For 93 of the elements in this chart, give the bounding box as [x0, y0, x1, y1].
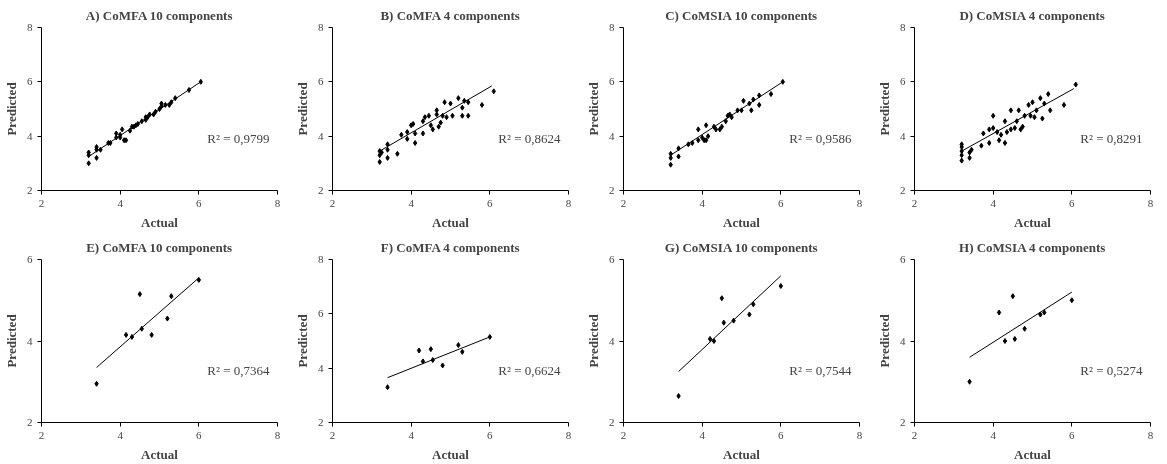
x-tick-label: 6 [487, 428, 494, 441]
chart-title: H) CoMSIA 4 components [959, 239, 1106, 255]
annotation: R² = 0,9799 [207, 131, 270, 147]
chart-title: A) CoMFA 10 components [85, 7, 233, 23]
x-tick-label: 4 [699, 196, 706, 209]
y-tick-label: 6 [27, 75, 33, 88]
chart-title: F) CoMFA 4 components [380, 239, 520, 255]
x-tick-label: 8 [565, 196, 572, 209]
y-axis-title: Predicted [4, 81, 19, 136]
x-tick-label: 4 [990, 196, 997, 209]
annotation: R² = 0,7544 [789, 363, 852, 379]
x-tick-label: 2 [620, 428, 627, 441]
annotation: R² = 0,7364 [207, 363, 270, 379]
y-axis-title: Predicted [4, 313, 19, 368]
y-axis-title: Predicted [295, 313, 310, 368]
y-axis-title: Predicted [586, 81, 601, 136]
x-tick-label: 4 [699, 428, 706, 441]
chart-title: G) CoMSIA 10 components [664, 239, 818, 255]
annotation: R² = 0,6624 [498, 363, 561, 379]
x-tick-label: 6 [196, 196, 203, 209]
y-tick-label: 4 [900, 334, 906, 347]
x-tick-label: 6 [778, 428, 785, 441]
y-tick-label: 4 [318, 361, 324, 374]
x-tick-label: 8 [856, 428, 863, 441]
y-tick-label: 6 [318, 307, 324, 320]
y-tick-label: 8 [900, 21, 906, 33]
y-tick-label: 4 [609, 129, 615, 142]
y-tick-label: 8 [318, 253, 324, 265]
y-tick-label: 2 [900, 416, 906, 428]
x-axis-title: Actual [141, 446, 179, 462]
x-tick-label: 6 [196, 428, 203, 441]
x-tick-label: 4 [990, 428, 997, 441]
y-tick-label: 4 [27, 129, 33, 142]
y-tick-label: 4 [27, 334, 33, 347]
y-tick-label: 6 [609, 253, 615, 265]
y-tick-label: 2 [900, 184, 906, 196]
x-tick-label: 2 [329, 196, 336, 209]
x-tick-label: 4 [117, 428, 124, 441]
y-axis-title: Predicted [877, 313, 892, 368]
x-axis-title: Actual [1014, 214, 1052, 230]
y-axis-title: Predicted [586, 313, 601, 368]
y-tick-label: 6 [900, 75, 906, 88]
x-tick-label: 8 [856, 196, 863, 209]
annotation: R² = 0,5274 [1080, 363, 1143, 379]
y-tick-label: 8 [27, 21, 33, 33]
y-tick-label: 2 [609, 184, 615, 196]
y-tick-label: 8 [609, 21, 615, 33]
y-tick-label: 4 [318, 129, 324, 142]
y-tick-label: 6 [318, 75, 324, 88]
y-tick-label: 6 [609, 75, 615, 88]
x-tick-label: 8 [565, 428, 572, 441]
y-tick-label: 2 [609, 416, 615, 428]
y-tick-label: 2 [318, 184, 324, 196]
x-axis-title: Actual [141, 214, 179, 230]
x-axis-title: Actual [723, 214, 761, 230]
x-axis-title: Actual [432, 214, 470, 230]
y-axis-title: Predicted [295, 81, 310, 136]
y-tick-label: 2 [27, 416, 33, 428]
x-tick-label: 2 [911, 428, 918, 441]
x-tick-label: 6 [778, 196, 785, 209]
y-tick-label: 4 [900, 129, 906, 142]
x-tick-label: 8 [274, 428, 281, 441]
x-tick-label: 4 [117, 196, 124, 209]
x-tick-label: 4 [408, 428, 415, 441]
x-axis-title: Actual [1014, 446, 1052, 462]
x-axis-title: Actual [723, 446, 761, 462]
y-tick-label: 2 [27, 184, 33, 196]
annotation: R² = 0,8624 [498, 131, 561, 147]
annotation: R² = 0,9586 [789, 131, 852, 147]
y-tick-label: 2 [318, 416, 324, 428]
x-axis-title: Actual [432, 446, 470, 462]
x-tick-label: 2 [38, 428, 45, 441]
x-tick-label: 2 [911, 196, 918, 209]
chart-title: D) CoMSIA 4 components [959, 7, 1105, 23]
y-tick-label: 6 [900, 253, 906, 265]
y-tick-label: 4 [609, 334, 615, 347]
x-tick-label: 8 [1147, 428, 1154, 441]
y-tick-label: 6 [27, 253, 33, 265]
x-tick-label: 2 [38, 196, 45, 209]
x-tick-label: 2 [329, 428, 336, 441]
x-tick-label: 6 [487, 196, 494, 209]
x-tick-label: 4 [408, 196, 415, 209]
annotation: R² = 0,8291 [1080, 131, 1143, 147]
y-tick-label: 8 [318, 21, 324, 33]
y-axis-title: Predicted [877, 81, 892, 136]
x-tick-label: 6 [1069, 196, 1076, 209]
x-tick-label: 8 [274, 196, 281, 209]
chart-title: E) CoMFA 10 components [86, 239, 233, 255]
x-tick-label: 8 [1147, 196, 1154, 209]
x-tick-label: 2 [620, 196, 627, 209]
chart-title: C) CoMSIA 10 components [665, 7, 818, 23]
x-tick-label: 6 [1069, 428, 1076, 441]
chart-title: B) CoMFA 4 components [380, 7, 520, 23]
